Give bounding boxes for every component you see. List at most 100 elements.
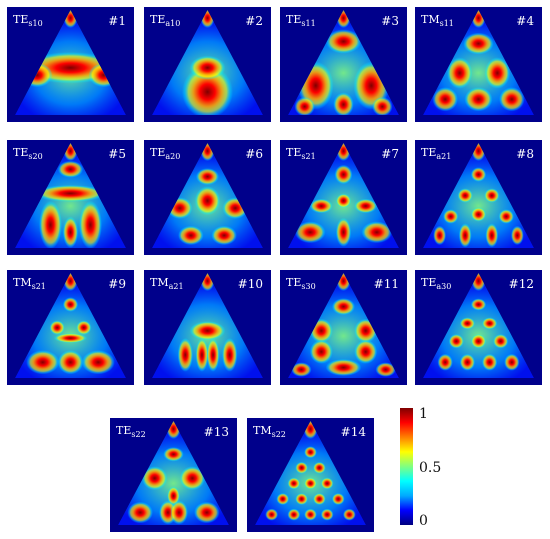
panel-mode-label: TEa21 [421,146,451,161]
panel-number: #4 [516,14,534,28]
field-lobe [433,225,447,246]
field-lobe [342,508,356,521]
field-lobe [510,225,524,246]
field-lobe [457,188,473,203]
field-lobe [34,184,107,202]
field-lobe [81,350,115,375]
field-lobe [309,339,333,364]
field-lobe [375,362,396,377]
field-lobe [332,298,355,316]
field-lobe [498,209,514,224]
field-lobe [177,337,193,372]
panel-number: #9 [108,277,126,291]
mode-panel: TEa20 #6 [144,140,271,255]
mode-name: TM [150,276,169,289]
colorbar-bar [400,408,413,525]
field-lobe [320,477,334,490]
field-lobe [127,501,153,524]
panel-mode-label: TMs11 [421,13,454,28]
field-lobe [312,461,326,474]
field-lobe [291,362,312,377]
mode-name: TE [150,146,165,159]
mode-subscript: s11 [440,19,454,28]
field-lobe [141,466,168,491]
field-lobe [57,160,84,178]
mode-subscript: a10 [165,19,180,28]
field-lobe [287,508,301,521]
field-lobe [294,96,315,115]
field-lobe [294,221,326,244]
mode-name: TE [421,276,436,289]
panel-number: #1 [108,14,126,28]
panel-number: #7 [381,147,399,161]
mode-name: TE [421,146,436,159]
field-lobe [459,317,476,330]
field-lobe [194,501,220,524]
panel-mode-label: TEs10 [13,13,43,28]
mode-subscript: a20 [165,152,180,161]
panel-mode-label: TEs20 [13,146,43,161]
field-lobe [484,188,500,203]
panel-mode-label: TEs22 [116,424,146,439]
field-lobe [470,334,487,349]
field-lobe [470,298,487,311]
mode-subscript: a21 [436,152,451,161]
field-lobe [484,57,511,89]
mode-subscript: s20 [28,152,42,161]
field-lobe [265,508,279,521]
field-lobe [167,486,180,506]
field-lobe [448,334,464,349]
field-lobe [295,493,309,505]
field-lobe [49,320,65,335]
panel-mode-label: TMs21 [13,276,46,291]
mode-panel: TEa21 #8 [415,140,542,255]
mode-name: TE [150,13,165,26]
panel-mode-label: TEa10 [150,13,180,28]
panel-number: #11 [374,277,399,291]
field-lobe [459,353,476,371]
field-lobe [206,337,220,372]
field-lobe [57,350,84,375]
mode-panel: TMs22 #14 [247,418,374,532]
mode-panel: TEs20 #5 [7,140,134,255]
field-lobe [458,223,472,248]
mode-panel: TEs11 #3 [280,7,407,122]
mode-subscript: a21 [169,282,184,291]
field-lobe [372,96,393,115]
mode-name: TE [286,276,301,289]
mode-name: TE [13,146,28,159]
field-lobe [211,225,237,246]
field-lobe [499,87,525,112]
field-lobe [470,207,487,222]
colorbar: 1 0.5 0 [400,406,441,529]
field-lobe [309,198,333,214]
field-lobe [304,446,317,459]
field-lobe [181,65,234,115]
panel-mode-label: TEs21 [286,146,316,161]
mode-panel: TEa30 #12 [415,270,542,385]
panel-mode-label: TMa21 [150,276,184,291]
field-lobe [470,167,487,182]
panel-mode-label: TMs22 [253,424,286,439]
field-lobe [333,92,354,115]
mode-subscript: s21 [301,152,315,161]
mode-panel: TMa21 #10 [144,270,271,385]
field-lobe [320,508,334,521]
mode-panel: TMs11 #4 [415,7,542,122]
mode-panel: TEs30 #11 [280,270,407,385]
field-lobe [178,225,204,246]
field-lobe [26,350,60,375]
field-lobe [62,216,79,248]
field-lobe [481,353,498,371]
mode-panel: TEs10 #1 [7,7,134,122]
field-lobe [276,493,290,505]
mode-name: TE [116,424,131,437]
panel-mode-label: TEa30 [421,276,451,291]
field-pattern [288,273,399,378]
panel-number: #12 [509,277,534,291]
field-lobe [179,466,206,491]
field-lobe [464,87,493,112]
field-lobe [463,32,494,55]
mode-panel: TEs21 #7 [280,140,407,255]
